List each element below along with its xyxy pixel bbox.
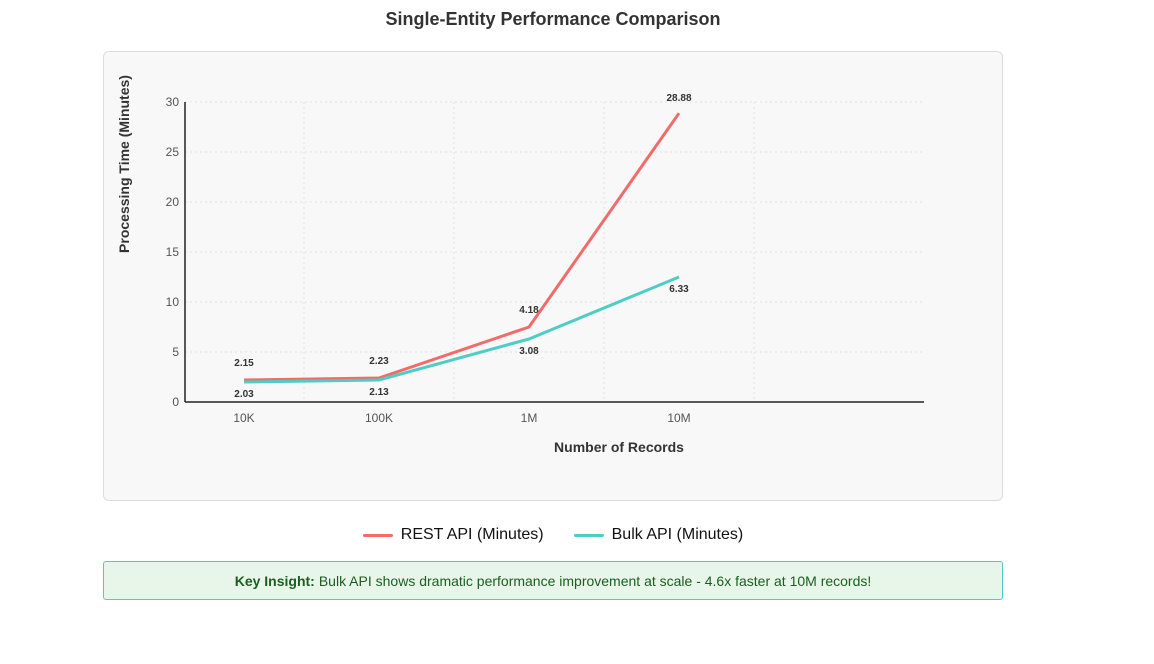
y-tick-label: 10 xyxy=(166,295,180,309)
grid xyxy=(185,101,924,402)
data-label: 3.08 xyxy=(519,346,539,357)
axes: 0 5 10 15 20 25 30 10K 100K 1M 10M xyxy=(166,95,924,425)
y-axis-title: Processing Time (Minutes) xyxy=(116,75,132,253)
insight-text: Bulk API shows dramatic performance impr… xyxy=(318,572,872,589)
x-tick-label: 100K xyxy=(365,411,393,425)
legend-item-bulk[interactable]: Bulk API (Minutes) xyxy=(573,526,744,544)
data-label: 28.88 xyxy=(666,93,691,104)
key-insight-box: Key Insight: Bulk API shows dramatic per… xyxy=(103,561,1003,600)
data-label: 2.23 xyxy=(369,356,389,367)
data-label: 6.33 xyxy=(669,284,689,295)
legend-label-bulk: Bulk API (Minutes) xyxy=(611,526,744,543)
data-label: 2.03 xyxy=(234,389,254,400)
series-lines xyxy=(243,112,681,384)
insight-label: Key Insight: xyxy=(234,572,315,589)
data-labels: 2.15 2.23 4.18 28.88 2.03 2.13 3.08 6.33 xyxy=(234,93,692,400)
y-tick-label: 5 xyxy=(172,345,179,359)
chart-title: Single-Entity Performance Comparison xyxy=(385,9,721,29)
line-chart: 0 5 10 15 20 25 30 10K 100K 1M 10M 2.15 2.23 4.18 28.… xyxy=(116,75,924,455)
legend-label-rest: REST API (Minutes) xyxy=(400,526,544,543)
legend-swatch-rest xyxy=(362,533,393,537)
x-tick-label: 10M xyxy=(667,411,690,425)
data-label: 2.13 xyxy=(369,387,389,398)
series-line-bulk xyxy=(243,275,680,384)
x-tick-label: 10K xyxy=(233,411,254,425)
y-tick-label: 20 xyxy=(166,195,180,209)
data-label: 4.18 xyxy=(519,305,539,316)
chart-panel: 0 5 10 15 20 25 30 10K 100K 1M 10M 2.15 2.23 4.18 28.… xyxy=(103,51,1003,501)
y-tick-label: 25 xyxy=(166,145,180,159)
legend-item-rest[interactable]: REST API (Minutes) xyxy=(362,526,544,544)
data-label: 2.15 xyxy=(234,358,254,369)
series-line-rest xyxy=(243,112,681,382)
legend-swatch-bulk xyxy=(573,533,604,537)
x-tick-label: 1M xyxy=(521,411,538,425)
legend: REST API (Minutes) Bulk API (Minutes) xyxy=(0,526,1106,544)
x-axis-title: Number of Records xyxy=(554,439,684,455)
y-tick-label: 15 xyxy=(166,245,180,259)
y-tick-label: 30 xyxy=(166,95,180,109)
y-tick-label: 0 xyxy=(172,395,179,409)
